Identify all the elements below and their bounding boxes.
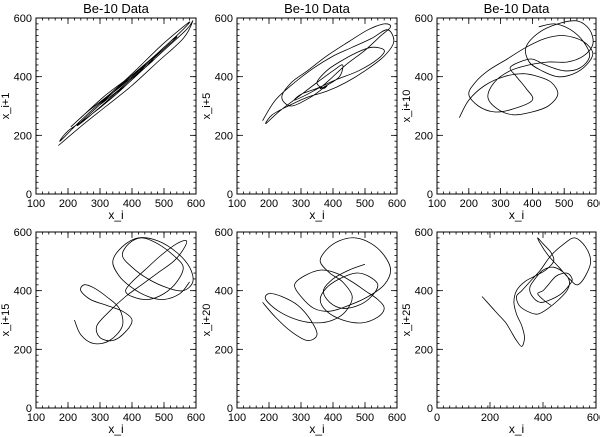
- x-tick-label: 200: [59, 198, 77, 210]
- trajectory-line: [74, 237, 194, 345]
- y-tick-label: 200: [215, 344, 233, 356]
- plot-frame: [436, 231, 597, 409]
- x-tick-label: 300: [292, 412, 310, 424]
- x-tick-label: 300: [91, 198, 109, 210]
- y-tick-label: 400: [415, 286, 433, 298]
- y-axis-label: x_i+25: [401, 304, 413, 337]
- x-axis-label: x_i: [509, 208, 524, 222]
- trajectory-line: [58, 20, 194, 146]
- y-axis-label: x_i+1: [0, 93, 12, 120]
- x-tick-label: 300: [491, 198, 509, 210]
- chart-panel-6: 0 200 400 600 0 200 400 600 x_i x_i+25: [401, 227, 600, 436]
- chart-title: Be-10 Data: [284, 1, 351, 16]
- y-tick-label: 200: [14, 344, 32, 356]
- y-axis-label: x_i+10: [401, 90, 413, 123]
- x-tick-label: 100: [228, 198, 246, 210]
- x-tick-label: 100: [27, 412, 45, 424]
- y-tick-label: 200: [415, 130, 433, 142]
- plot-frame: [35, 231, 197, 409]
- x-tick-label: 400: [123, 198, 141, 210]
- trajectory-line: [458, 20, 594, 118]
- y-tick-label: 400: [215, 72, 233, 84]
- y-tick-label: 600: [14, 227, 32, 239]
- y-tick-label: 0: [26, 403, 32, 415]
- y-tick-label: 0: [227, 403, 233, 415]
- x-tick-label: 0: [434, 412, 440, 424]
- x-tick-label: 400: [324, 198, 342, 210]
- y-tick-label: 200: [415, 344, 433, 356]
- chart-panel-5: 100 200 300 400 500 600 0 200 400 600 x_i x_i+20: [201, 227, 406, 436]
- y-tick-label: 600: [415, 227, 433, 239]
- chart-title: Be-10 Data: [484, 1, 551, 16]
- y-tick-label: 600: [215, 227, 233, 239]
- trajectory-line: [481, 237, 592, 347]
- x-tick-label: 600: [587, 198, 600, 210]
- x-tick-label: 600: [187, 198, 205, 210]
- x-tick-label: 200: [260, 198, 278, 210]
- x-axis-label: x_i: [309, 422, 324, 436]
- plot-frame: [35, 17, 197, 195]
- y-axis-label: x_i+5: [201, 93, 213, 120]
- x-tick-label: 500: [155, 412, 173, 424]
- plot-frame: [436, 17, 597, 195]
- chart-panel-1: 100 200 300 400 500 600 0 200 400 600 Be-10 Data x_…: [0, 1, 205, 222]
- x-tick-label: 500: [356, 412, 374, 424]
- y-tick-label: 600: [415, 13, 433, 25]
- x-tick-label: 400: [523, 198, 541, 210]
- x-tick-label: 600: [388, 198, 406, 210]
- y-tick-label: 600: [14, 13, 32, 25]
- x-tick-label: 500: [356, 198, 374, 210]
- y-tick-label: 0: [227, 189, 233, 201]
- chart-panel-4: 100 200 300 400 500 600 0 200 400 600 x_i x_i+15: [0, 227, 205, 436]
- y-tick-label: 0: [427, 403, 433, 415]
- x-axis-label: x_i: [108, 208, 123, 222]
- x-tick-label: 300: [91, 412, 109, 424]
- x-tick-label: 600: [187, 412, 205, 424]
- chart-title: Be-10 Data: [83, 1, 150, 16]
- x-tick-label: 300: [292, 198, 310, 210]
- x-tick-label: 500: [155, 198, 173, 210]
- chart-panel-3: 100 200 300 400 500 600 0 200 400 600 Be-10 Data x_…: [401, 1, 600, 222]
- x-tick-label: 500: [555, 198, 573, 210]
- y-axis-label: x_i+15: [0, 304, 12, 337]
- x-tick-label: 200: [260, 412, 278, 424]
- x-tick-label: 400: [123, 412, 141, 424]
- chart-panel-2: 100 200 300 400 500 600 0 200 400 600 Be-10 Data x_…: [201, 1, 406, 222]
- x-tick-label: 400: [534, 412, 552, 424]
- x-axis-label: x_i: [108, 422, 123, 436]
- x-tick-label: 100: [27, 198, 45, 210]
- y-axis-label: x_i+20: [201, 304, 213, 337]
- x-tick-label: 100: [228, 412, 246, 424]
- y-tick-label: 0: [427, 189, 433, 201]
- x-tick-label: 100: [428, 198, 446, 210]
- y-tick-label: 600: [215, 13, 233, 25]
- y-tick-label: 400: [14, 72, 32, 84]
- y-tick-label: 200: [215, 130, 233, 142]
- y-tick-label: 400: [215, 286, 233, 298]
- y-tick-label: 400: [14, 286, 32, 298]
- x-tick-label: 200: [59, 412, 77, 424]
- x-axis-label: x_i: [509, 422, 524, 436]
- x-tick-label: 400: [324, 412, 342, 424]
- y-tick-label: 200: [14, 130, 32, 142]
- x-tick-label: 600: [587, 412, 600, 424]
- plot-frame: [236, 17, 398, 195]
- x-tick-label: 200: [460, 198, 478, 210]
- y-tick-label: 0: [26, 189, 32, 201]
- trajectory-line: [262, 23, 395, 125]
- trajectory-line: [262, 237, 391, 341]
- y-tick-label: 400: [415, 72, 433, 84]
- x-axis-label: x_i: [309, 208, 324, 222]
- x-tick-label: 200: [481, 412, 499, 424]
- x-tick-label: 600: [388, 412, 406, 424]
